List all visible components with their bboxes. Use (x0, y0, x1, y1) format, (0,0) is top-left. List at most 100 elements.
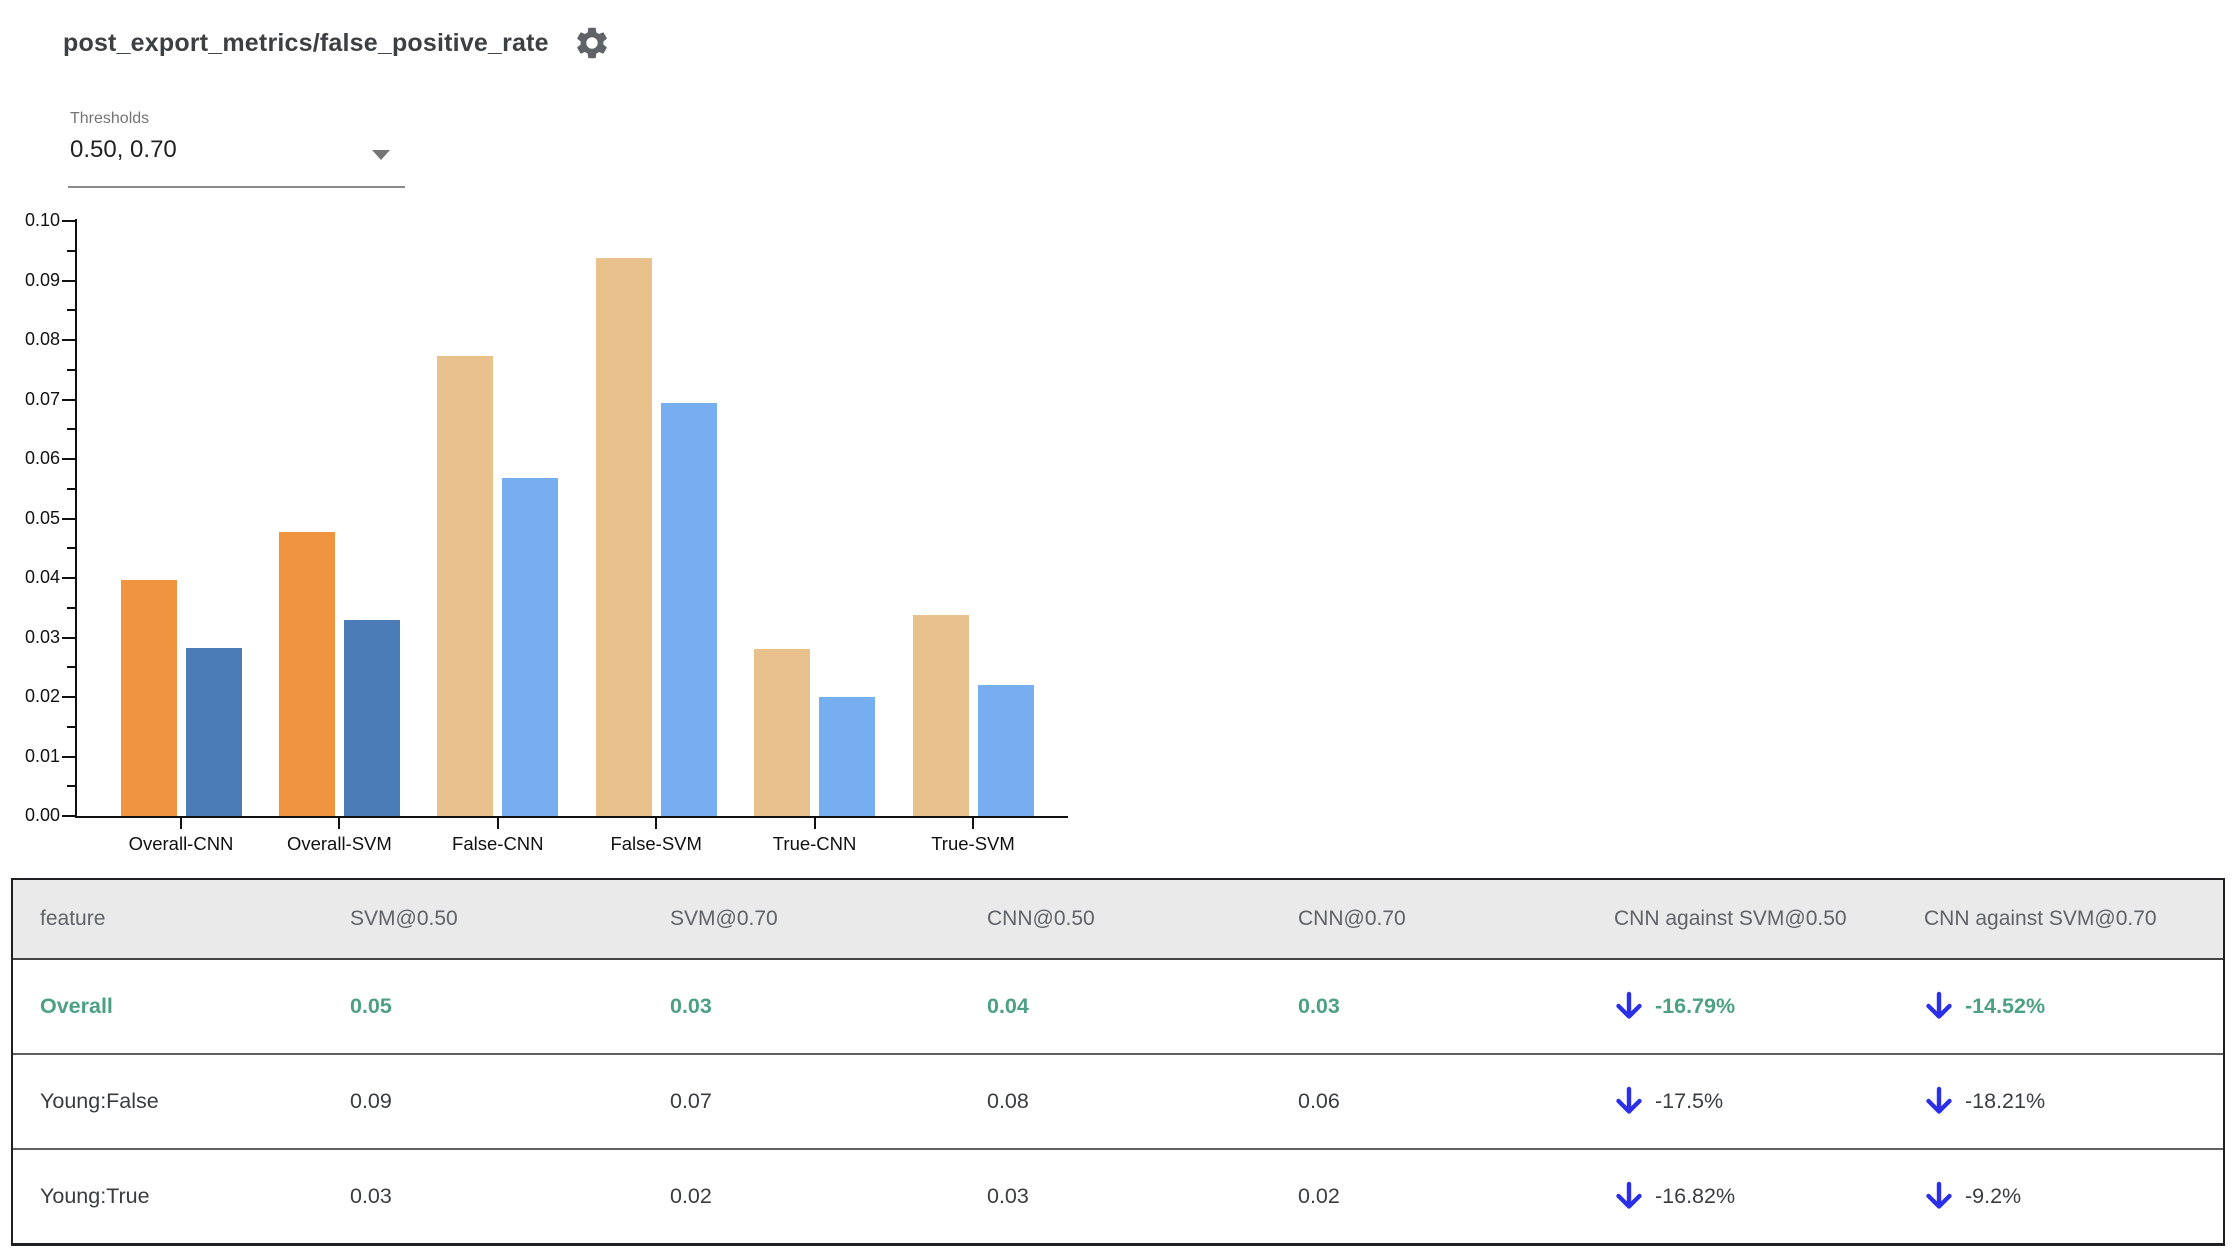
delta-cell: -17.5% (1614, 1086, 1924, 1118)
metric-value-cell: 0.02 (1298, 1184, 1340, 1208)
table-row-overall[interactable]: Overall 0.05 0.03 0.04 0.03 -16.79% -14.52% (13, 960, 2223, 1055)
delta-cell: -9.2% (1924, 1181, 2223, 1213)
delta-percent-label: -18.21% (1965, 1089, 2046, 1113)
bar-False-SVM-threshold0.70[interactable] (660, 403, 717, 816)
bar-True-CNN-threshold0.70[interactable] (819, 697, 876, 816)
metric-value-cell: 0.07 (670, 1089, 712, 1113)
delta-percent-label: -14.52% (1965, 994, 2046, 1018)
x-axis-category-label: True-CNN (772, 833, 857, 854)
metric-value-cell: 0.04 (987, 994, 1029, 1018)
y-minor-tick (67, 428, 75, 431)
y-minor-tick (67, 487, 75, 490)
y-major-tick (62, 339, 75, 341)
x-axis-category-label: False-SVM (610, 833, 702, 854)
thresholds-dropdown[interactable]: Thresholds 0.50, 0.70 (68, 110, 406, 188)
down-arrow-icon (1926, 1181, 1952, 1209)
bar-Overall-CNN-threshold0.50[interactable] (120, 580, 177, 816)
x-major-tick (496, 818, 499, 829)
table-header-cell-cnn-against-svm-0-70: CNN against SVM@0.70 (1924, 907, 2157, 930)
x-major-tick (655, 818, 658, 829)
y-minor-tick (67, 249, 75, 252)
table-header-cell-cnn-0-70: CNN@0.70 (1298, 907, 1406, 930)
page-title: post_export_metrics/false_positive_rate (63, 28, 549, 57)
down-arrow-icon (1926, 991, 1952, 1019)
metrics-table: feature SVM@0.50 SVM@0.70 CNN@0.50 CNN@0.70 C… (11, 878, 2225, 1246)
down-arrow-icon (1616, 1181, 1642, 1209)
bar-False-CNN-threshold0.50[interactable] (437, 356, 494, 816)
x-major-tick (972, 818, 974, 829)
x-axis-line (75, 816, 1068, 818)
metric-value-cell: 0.05 (350, 994, 392, 1018)
delta-cell: -18.21% (1924, 1086, 2223, 1118)
thresholds-value: 0.50, 0.70 (70, 136, 177, 163)
bar-False-CNN-threshold0.70[interactable] (502, 478, 559, 816)
table-row-young-true[interactable]: Young:True 0.03 0.02 0.03 0.02 -16.82% -9.2% (13, 1150, 2223, 1243)
y-minor-tick (67, 547, 75, 550)
y-axis-tick-label: 0.07 (24, 388, 60, 409)
delta-percent-label: -16.79% (1655, 994, 1736, 1018)
y-axis-line (75, 219, 77, 818)
table-header-cell-cnn-against-svm-0-50: CNN against SVM@0.50 (1614, 907, 1847, 930)
y-minor-tick (67, 368, 75, 371)
y-minor-tick (67, 606, 75, 609)
metric-value-cell: 0.02 (670, 1184, 712, 1208)
y-axis-tick-label: 0.06 (24, 448, 60, 468)
bar-True-CNN-threshold0.50[interactable] (754, 649, 811, 816)
bar-Overall-SVM-threshold0.70[interactable] (343, 620, 400, 816)
metric-value-cell: 0.03 (987, 1184, 1029, 1208)
bar-Overall-SVM-threshold0.50[interactable] (278, 532, 335, 816)
metric-value-cell: 0.03 (1298, 994, 1340, 1018)
down-arrow-icon (1616, 1086, 1642, 1114)
feature-cell: Young:False (40, 1089, 159, 1113)
y-minor-tick (67, 309, 75, 312)
x-axis-category-label: Overall-SVM (286, 833, 392, 854)
bar-False-SVM-threshold0.50[interactable] (595, 258, 652, 816)
settings-gear-button[interactable] (573, 24, 611, 62)
y-major-tick (62, 755, 75, 758)
y-major-tick (62, 458, 75, 460)
delta-cell: -16.82% (1614, 1181, 1924, 1213)
y-axis-tick-label: 0.01 (24, 745, 60, 766)
y-major-tick (62, 577, 75, 579)
table-header-cell-svm-0-50: SVM@0.50 (350, 907, 458, 930)
bar-True-SVM-threshold0.70[interactable] (977, 685, 1034, 816)
y-major-tick (62, 517, 75, 520)
down-arrow-icon (1616, 991, 1642, 1019)
x-axis-category-label: Overall-CNN (128, 833, 234, 854)
thresholds-value-row: 0.50, 0.70 (68, 128, 406, 174)
false-positive-rate-bar-chart: 0.00 0.01 0.02 0.03 0.04 0.05 0.06 0.07 0.08 0.09… (0, 0, 1120, 880)
y-axis-tick-label: 0.04 (24, 567, 60, 587)
delta-cell: -16.79% (1614, 991, 1924, 1023)
x-axis-category-label: True-SVM (931, 833, 1015, 854)
dropdown-underline (68, 186, 405, 188)
bar-Overall-CNN-threshold0.70[interactable] (185, 648, 242, 816)
y-minor-tick (67, 785, 75, 788)
y-major-tick (62, 815, 75, 817)
metric-value-cell: 0.06 (1298, 1089, 1340, 1113)
down-arrow-icon (1926, 1086, 1952, 1114)
thresholds-label: Thresholds (70, 110, 150, 127)
table-header-cell-feature: feature (40, 907, 106, 930)
metric-value-cell: 0.08 (987, 1089, 1029, 1113)
table-row-young-false[interactable]: Young:False 0.09 0.07 0.08 0.06 -17.5% -18.2… (13, 1055, 2223, 1150)
metric-value-cell: 0.09 (350, 1089, 392, 1113)
metric-value-cell: 0.03 (670, 994, 712, 1018)
bar-True-SVM-threshold0.50[interactable] (912, 615, 969, 816)
dropdown-caret-icon (372, 150, 390, 160)
y-major-tick (62, 220, 75, 222)
table-header-row: feature SVM@0.50 SVM@0.70 CNN@0.50 CNN@0.70 C… (13, 880, 2223, 960)
y-major-tick (62, 279, 75, 282)
delta-cell: -14.52% (1924, 991, 2223, 1023)
table-header-cell-svm-0-70: SVM@0.70 (670, 907, 778, 930)
y-minor-tick (67, 725, 75, 728)
table-header-cell-cnn-0-50: CNN@0.50 (987, 907, 1095, 930)
gear-icon (577, 27, 607, 59)
y-minor-tick (67, 666, 75, 669)
metric-value-cell: 0.03 (350, 1184, 392, 1208)
x-major-tick (338, 818, 341, 829)
delta-percent-label: -9.2% (1965, 1184, 2022, 1208)
y-axis-tick-label: 0.05 (24, 507, 60, 528)
panel-header: post_export_metrics/false_positive_rate (63, 24, 611, 62)
y-major-tick (62, 636, 75, 639)
